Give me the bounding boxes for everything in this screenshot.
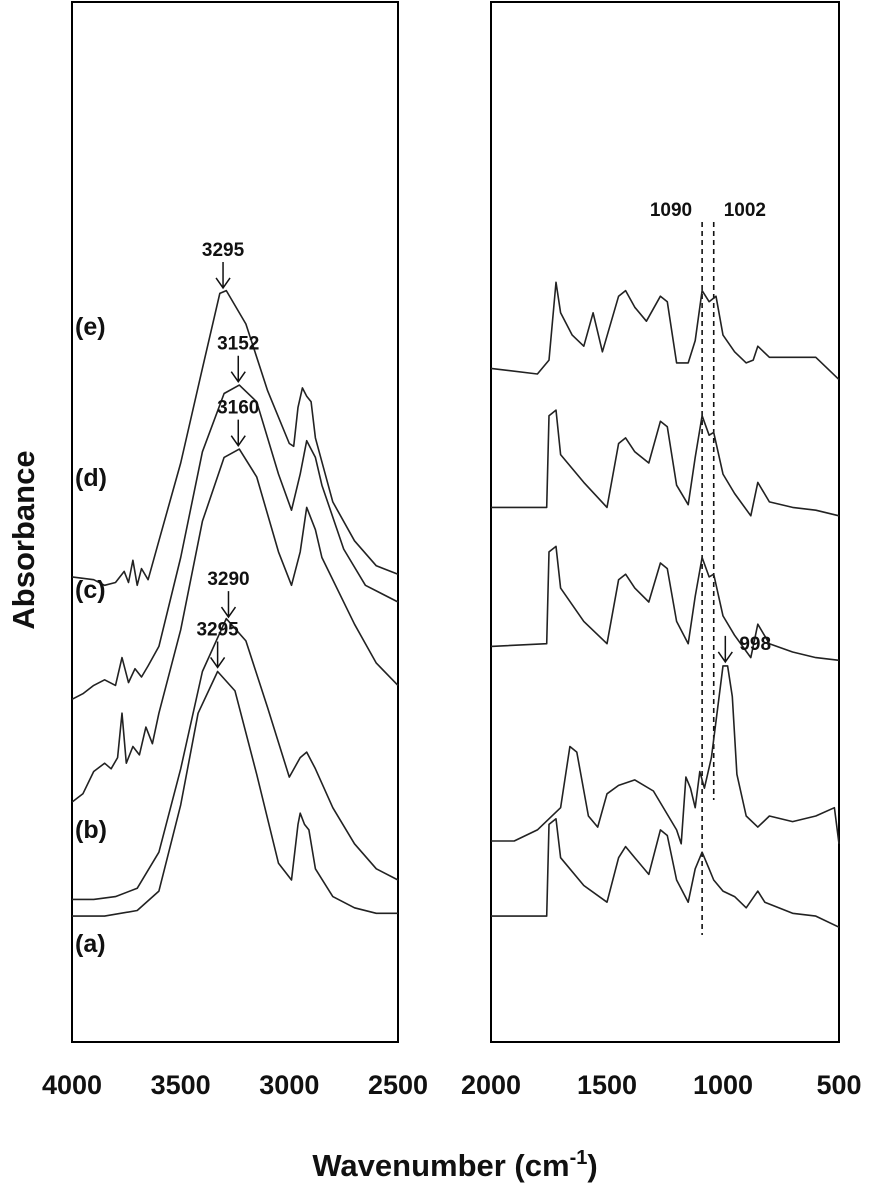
left-tick-label: 3500 bbox=[151, 1070, 211, 1100]
tick-labels: 4000 3500 3000 2500 2000 1500 1000 500 bbox=[42, 1070, 862, 1100]
left-tick-label: 3000 bbox=[259, 1070, 319, 1100]
peak-arrow bbox=[215, 261, 231, 290]
left-tick-label: 2500 bbox=[368, 1070, 428, 1100]
x-axis-title-close: ) bbox=[587, 1148, 597, 1183]
right-tick-label: 1500 bbox=[577, 1070, 637, 1100]
peak-arrow bbox=[220, 591, 237, 619]
peak-label: 1090 bbox=[650, 200, 692, 221]
right-tick-label: 500 bbox=[816, 1070, 861, 1100]
peak-label: 3160 bbox=[217, 398, 259, 419]
right-tick-label: 1000 bbox=[693, 1070, 753, 1100]
left-tick-label: 4000 bbox=[42, 1070, 102, 1100]
x-axis-title: Wavenumber (cm-1) bbox=[312, 1147, 597, 1183]
curve-label-b: (b) bbox=[75, 816, 107, 844]
peak-arrow bbox=[209, 641, 226, 669]
peak-label: 3295 bbox=[196, 619, 239, 640]
curve-label-e: (e) bbox=[75, 313, 106, 341]
right-panel-frame bbox=[490, 1, 840, 1043]
peak-arrow bbox=[230, 355, 246, 384]
right-series-e bbox=[490, 281, 840, 381]
left-series-d bbox=[71, 384, 399, 701]
peak-label: 1002 bbox=[724, 200, 766, 221]
left-series-a bbox=[72, 670, 398, 917]
left-series-c bbox=[71, 448, 399, 803]
right-series-d bbox=[491, 409, 840, 517]
peak-label: 3152 bbox=[217, 334, 259, 355]
y-axis-title: Absorbance bbox=[6, 450, 41, 629]
peak-label: 998 bbox=[739, 634, 771, 655]
right-tick-label: 2000 bbox=[461, 1070, 521, 1100]
curve-label-c: (c) bbox=[75, 576, 106, 604]
curve-labels: (a) (b) (c) (d) (e) bbox=[75, 313, 107, 958]
x-axis-title-sup: -1 bbox=[570, 1147, 588, 1169]
peak-arrow bbox=[717, 635, 733, 664]
spectra-traces bbox=[71, 281, 840, 928]
curve-label-d: (d) bbox=[75, 464, 107, 492]
left-series-b bbox=[72, 617, 399, 901]
curve-label-a: (a) bbox=[75, 930, 106, 958]
peak-label: 3295 bbox=[202, 240, 245, 261]
left-panel-frame bbox=[71, 1, 399, 1043]
right-series-b bbox=[491, 665, 840, 845]
x-axis-title-main: Wavenumber (cm bbox=[312, 1148, 569, 1183]
peak-arrow bbox=[230, 419, 246, 447]
right-series-a bbox=[491, 818, 840, 928]
peak-label: 3290 bbox=[207, 569, 249, 590]
dashed-guides bbox=[701, 222, 715, 935]
right-series-c bbox=[490, 545, 840, 662]
left-series-e bbox=[71, 289, 399, 587]
peak-annotations: 3295 3152 3160 3290 3295 1090 1002 998 bbox=[196, 200, 771, 669]
